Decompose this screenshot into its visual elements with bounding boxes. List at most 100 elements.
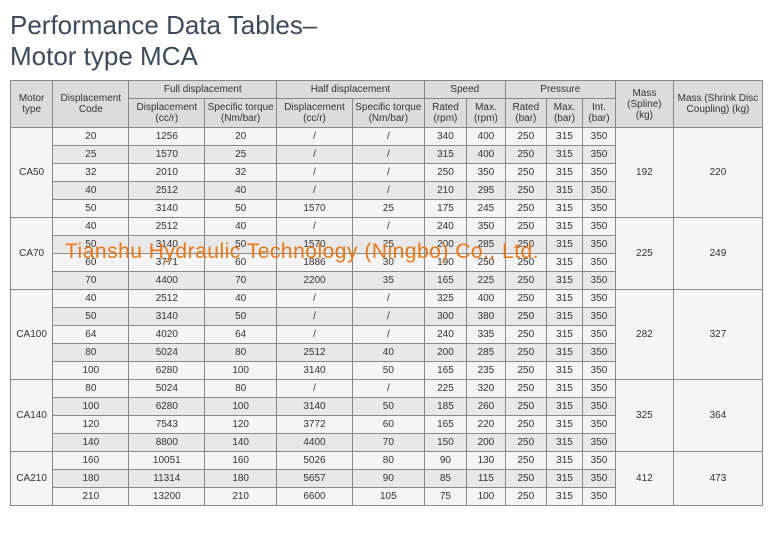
data-cell: 105: [352, 488, 424, 506]
data-cell: 120: [53, 416, 129, 434]
data-cell: 250: [505, 182, 546, 200]
data-cell: 315: [546, 272, 582, 290]
mass-disc-cell: 364: [673, 380, 762, 452]
data-cell: 250: [505, 272, 546, 290]
data-cell: /: [352, 326, 424, 344]
data-cell: 250: [424, 164, 466, 182]
data-cell: 250: [505, 308, 546, 326]
col-int-bar: Int. (bar): [583, 99, 616, 128]
data-cell: /: [352, 182, 424, 200]
data-cell: 3140: [129, 308, 205, 326]
data-cell: 165: [424, 362, 466, 380]
data-cell: 10051: [129, 452, 205, 470]
data-cell: 2512: [129, 218, 205, 236]
data-cell: 50: [205, 308, 277, 326]
data-cell: 70: [53, 272, 129, 290]
data-cell: 70: [205, 272, 277, 290]
data-cell: /: [277, 290, 353, 308]
col-max-rpm: Max. (rpm): [467, 99, 506, 128]
data-cell: 315: [546, 326, 582, 344]
data-cell: 240: [424, 218, 466, 236]
data-cell: 50: [352, 362, 424, 380]
data-cell: 340: [424, 128, 466, 146]
col-max-bar: Max. (bar): [546, 99, 582, 128]
data-cell: 6600: [277, 488, 353, 506]
data-cell: 315: [546, 344, 582, 362]
data-cell: 165: [424, 416, 466, 434]
data-cell: 64: [53, 326, 129, 344]
data-cell: 165: [424, 272, 466, 290]
data-cell: 64: [205, 326, 277, 344]
data-cell: 25: [352, 236, 424, 254]
data-cell: 350: [583, 236, 616, 254]
data-cell: 3140: [277, 398, 353, 416]
data-cell: 295: [467, 182, 506, 200]
col-rated-rpm: Rated (rpm): [424, 99, 466, 128]
data-cell: 175: [424, 200, 466, 218]
data-cell: 210: [424, 182, 466, 200]
table-row: CA14080502480//225320250315350325364: [11, 380, 763, 398]
data-cell: 13200: [129, 488, 205, 506]
table-row: CA21016010051160502680901302503153504124…: [11, 452, 763, 470]
data-cell: 100: [205, 398, 277, 416]
data-cell: 115: [467, 470, 506, 488]
data-cell: 400: [467, 128, 506, 146]
data-cell: 4400: [277, 434, 353, 452]
table-row: CA10040251240//325400250315350282327: [11, 290, 763, 308]
col-pressure: Pressure: [505, 81, 615, 99]
data-cell: 350: [467, 164, 506, 182]
data-cell: 1256: [129, 128, 205, 146]
data-cell: 180: [205, 470, 277, 488]
data-cell: /: [277, 308, 353, 326]
data-cell: 80: [352, 452, 424, 470]
mass-disc-cell: 327: [673, 290, 762, 380]
data-cell: 315: [546, 200, 582, 218]
data-cell: 250: [505, 254, 546, 272]
data-cell: 32: [205, 164, 277, 182]
data-cell: 315: [546, 488, 582, 506]
data-cell: 3140: [129, 236, 205, 254]
data-cell: 40: [205, 290, 277, 308]
data-cell: 50: [205, 236, 277, 254]
data-cell: 315: [546, 308, 582, 326]
data-cell: 250: [505, 146, 546, 164]
data-cell: 40: [205, 218, 277, 236]
data-cell: 320: [467, 380, 506, 398]
data-cell: 100: [53, 362, 129, 380]
data-cell: 200: [424, 344, 466, 362]
data-cell: 315: [546, 164, 582, 182]
data-cell: 350: [583, 326, 616, 344]
data-cell: 250: [505, 452, 546, 470]
data-cell: 1570: [277, 236, 353, 254]
data-cell: 380: [467, 308, 506, 326]
data-cell: 350: [583, 344, 616, 362]
data-cell: 335: [467, 326, 506, 344]
data-cell: 25: [205, 146, 277, 164]
col-motor-type: Motor type: [11, 81, 53, 128]
data-cell: 40: [205, 182, 277, 200]
data-cell: 200: [424, 236, 466, 254]
mass-disc-cell: 473: [673, 452, 762, 506]
data-cell: 350: [583, 200, 616, 218]
data-cell: 3140: [129, 200, 205, 218]
col-mass-spline: Mass (Spline) (kg): [615, 81, 673, 128]
data-cell: 160: [53, 452, 129, 470]
data-cell: /: [277, 326, 353, 344]
data-cell: 350: [583, 470, 616, 488]
mass-spline-cell: 412: [615, 452, 673, 506]
motor-type-cell: CA100: [11, 290, 53, 380]
motor-type-cell: CA70: [11, 218, 53, 290]
data-cell: 350: [583, 218, 616, 236]
data-cell: 8800: [129, 434, 205, 452]
data-cell: 1886: [277, 254, 353, 272]
table-row: CA5020125620//340400250315350192220: [11, 128, 763, 146]
title-line-1: Performance Data Tables–: [10, 10, 317, 40]
data-cell: 350: [583, 380, 616, 398]
data-cell: 350: [583, 254, 616, 272]
data-cell: 1570: [129, 146, 205, 164]
mass-disc-cell: 220: [673, 128, 762, 218]
data-cell: 350: [583, 182, 616, 200]
data-cell: 250: [505, 470, 546, 488]
col-rated-bar: Rated (bar): [505, 99, 546, 128]
data-cell: 35: [352, 272, 424, 290]
